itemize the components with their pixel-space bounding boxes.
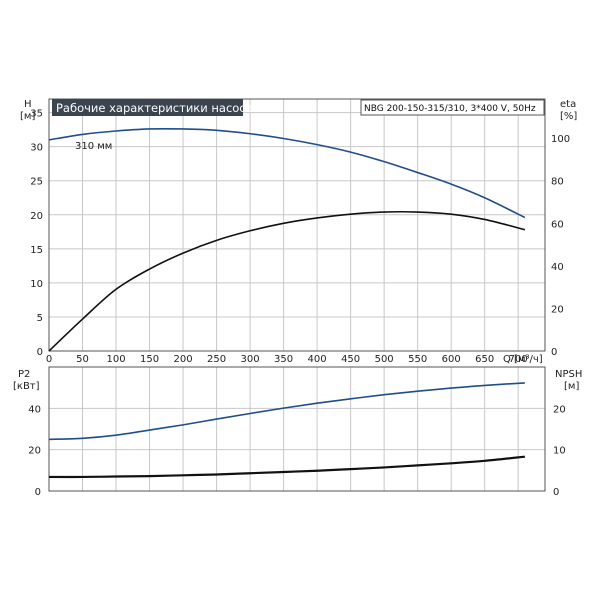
- chart-subtitle-box: [360, 99, 545, 116]
- upper-left-tick-label: 15: [30, 245, 43, 256]
- lower-left-axis-label: P2: [18, 369, 30, 380]
- upper-chart-grid: [48, 99, 545, 352]
- head-curve-310mm: [48, 127, 526, 219]
- x-tick-label: 450: [341, 354, 360, 365]
- upper-chart-frame: [48, 98, 546, 352]
- power-p2-curve: [48, 382, 525, 441]
- upper-left-axis-unit: [м]: [20, 111, 35, 122]
- upper-right-axis-label: eta: [560, 99, 576, 110]
- chart-title-box: [52, 99, 243, 116]
- lower-right-tick-label: 0: [553, 487, 559, 498]
- upper-left-tick-label: 5: [37, 313, 43, 324]
- lower-left-tick-label: 40: [28, 404, 41, 415]
- efficiency-curve: [48, 210, 526, 352]
- x-tick-label: 400: [308, 354, 327, 365]
- tick-labels: 0 50 100 150 200 250 300 350 400 450 500 550 600 650 7…: [28, 109, 570, 498]
- upper-right-tick-label: 40: [551, 262, 564, 273]
- lower-right-tick-label: 20: [553, 404, 566, 415]
- lower-right-tick-label: 10: [553, 446, 566, 457]
- lower-right-axis-unit: [м]: [564, 381, 579, 392]
- upper-right-tick-label: 60: [551, 219, 564, 230]
- lower-left-tick-label: 20: [28, 446, 41, 457]
- x-tick-label: 200: [174, 354, 193, 365]
- upper-right-tick-label: 0: [551, 347, 557, 358]
- upper-right-tick-label: 20: [551, 304, 564, 315]
- x-tick-label: 300: [241, 354, 260, 365]
- x-tick-label: 150: [140, 354, 159, 365]
- chart-subtitle: NBG 200-150-315/310, 3*400 V, 50Hz: [364, 104, 536, 114]
- curve-label-310mm: 310 мм: [75, 141, 112, 152]
- x-tick-label: 700: [509, 354, 528, 365]
- lower-left-tick-label: 0: [35, 487, 41, 498]
- upper-left-tick-label: 35: [30, 109, 43, 120]
- upper-right-tick-label: 80: [551, 177, 564, 188]
- upper-left-tick-label: 10: [30, 279, 43, 290]
- upper-right-tick-label: 100: [551, 134, 570, 145]
- lower-left-axis-unit: [кВт]: [13, 381, 40, 392]
- upper-right-axis-unit: [%]: [560, 111, 577, 122]
- upper-left-tick-label: 30: [30, 143, 43, 154]
- upper-left-tick-label: 0: [37, 347, 43, 358]
- x-tick-label: 250: [207, 354, 226, 365]
- x-tick-label: 500: [375, 354, 394, 365]
- x-tick-label: 350: [274, 354, 293, 365]
- x-tick-label: 100: [106, 354, 125, 365]
- lower-right-axis-label: NPSH: [555, 369, 582, 380]
- x-tick-label: 650: [475, 354, 494, 365]
- chart-series: [48, 127, 526, 479]
- x-axis-label: Q [м³/ч]: [503, 354, 543, 365]
- x-tick-label: 550: [408, 354, 427, 365]
- upper-left-axis-label: H: [24, 99, 32, 110]
- x-tick-label: 50: [76, 354, 89, 365]
- upper-left-tick-label: 20: [30, 211, 43, 222]
- lower-chart-frame: [48, 366, 546, 492]
- x-tick-label: 0: [46, 354, 52, 365]
- upper-left-tick-label: 25: [30, 177, 43, 188]
- chart-title: Рабочие характеристики насоса: [56, 101, 253, 115]
- x-tick-label: 600: [442, 354, 461, 365]
- npsh-curve: [48, 455, 526, 479]
